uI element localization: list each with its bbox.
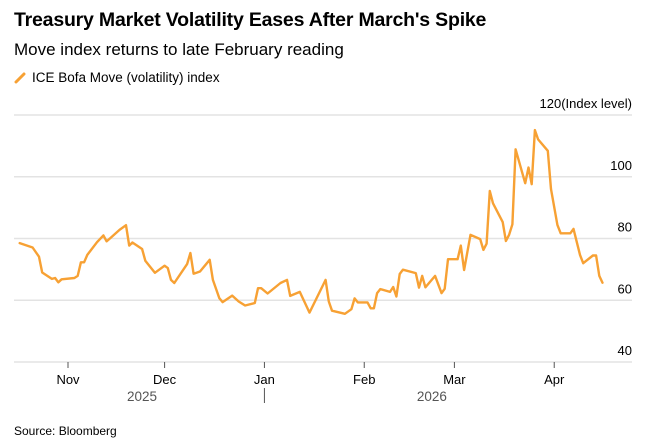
x-tick-label: Dec — [153, 372, 177, 387]
y-tick-label: 100 — [610, 158, 632, 173]
source-note: Source: Bloomberg — [14, 424, 117, 438]
year-label: 2026 — [417, 389, 447, 404]
y-tick-label: 80 — [618, 220, 632, 235]
legend-label: ICE Bofa Move (volatility) index — [32, 70, 220, 85]
legend: ICE Bofa Move (volatility) index — [14, 70, 220, 85]
y-tick-label: 40 — [618, 343, 632, 358]
x-tick-label: Mar — [443, 372, 466, 387]
x-tick-label: Feb — [353, 372, 375, 387]
x-tick-label: Jan — [254, 372, 275, 387]
legend-line-icon — [14, 72, 26, 83]
chart-subtitle: Move index returns to late February read… — [14, 40, 344, 59]
series-line — [18, 128, 604, 315]
y-tick-label: 60 — [618, 281, 632, 296]
year-label: 2025 — [127, 389, 157, 404]
y-tick-label: 120(Index level) — [540, 96, 633, 111]
x-tick-label: Nov — [56, 372, 80, 387]
x-tick-label: Apr — [544, 372, 565, 387]
chart-title: Treasury Market Volatility Eases After M… — [14, 9, 487, 31]
